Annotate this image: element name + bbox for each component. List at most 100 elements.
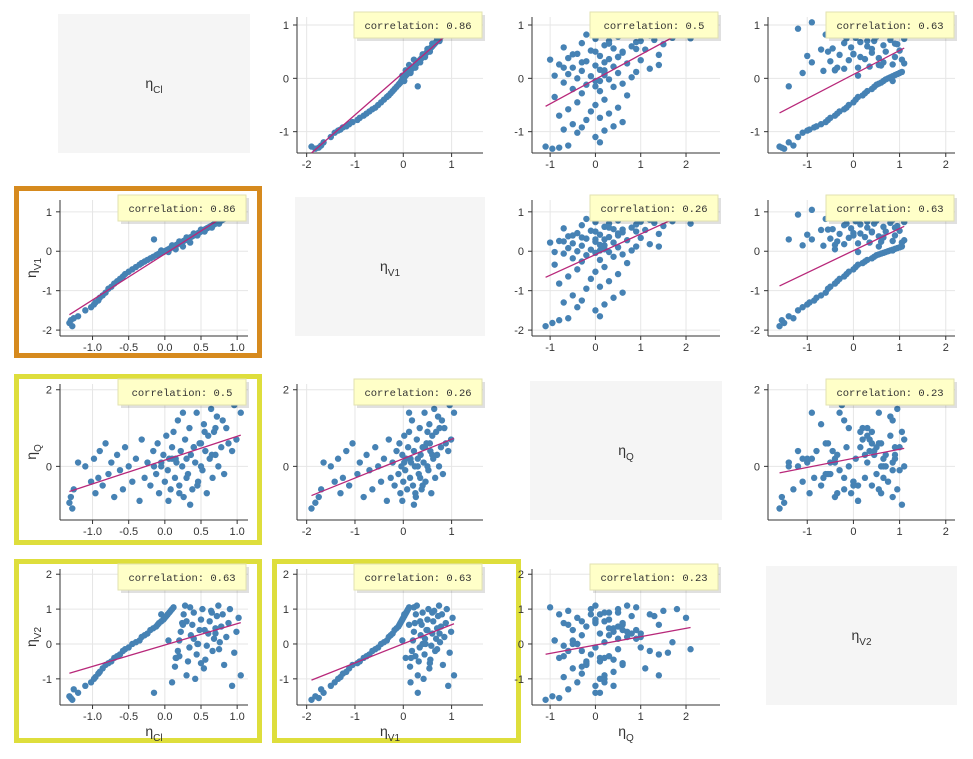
data-point [179, 409, 187, 416]
data-point [583, 116, 590, 124]
data-point [834, 489, 841, 497]
data-point [176, 482, 183, 489]
data-point [395, 470, 402, 478]
data-point [808, 409, 816, 416]
data-point [354, 470, 361, 478]
correlation-tooltip [353, 11, 483, 39]
data-point [542, 143, 549, 150]
x-tick-label: -0.5 [119, 342, 138, 354]
data-point [857, 221, 864, 228]
data-point [587, 47, 595, 54]
data-point [150, 236, 158, 243]
data-point [610, 682, 617, 690]
data-point [215, 602, 222, 609]
data-point [845, 57, 853, 64]
data-point [391, 482, 398, 489]
data-point [201, 428, 208, 436]
data-point [889, 493, 896, 501]
diagonal-box [295, 197, 485, 336]
data-point [410, 628, 418, 635]
data-point [836, 230, 843, 238]
data-point [565, 54, 572, 62]
data-point [560, 79, 567, 86]
y-tick-label: 0 [46, 246, 52, 258]
x-tick-label: -1 [350, 159, 360, 171]
data-point [596, 256, 604, 264]
x-tick-label: 0.0 [157, 342, 172, 354]
x-tick-label: -1 [350, 711, 360, 723]
data-point [95, 474, 102, 482]
data-point [610, 294, 617, 301]
x-tick-label: 0.5 [193, 342, 208, 354]
data-point [592, 602, 599, 609]
data-point [655, 651, 663, 658]
data-point [628, 74, 635, 81]
data-point [587, 605, 595, 613]
data-point [637, 57, 644, 64]
data-point [181, 602, 189, 609]
data-point [866, 436, 873, 443]
y-tick-label: 1 [754, 20, 760, 32]
data-point [212, 630, 219, 637]
data-point [794, 447, 802, 455]
x-tick-label: 1.0 [230, 342, 245, 354]
data-point [569, 51, 576, 58]
data-point [891, 40, 899, 47]
data-point [569, 640, 576, 648]
data-point [431, 474, 439, 482]
data-point [619, 80, 626, 87]
y-tick-label: -1 [42, 674, 52, 686]
data-point [111, 493, 118, 501]
data-point [414, 83, 421, 90]
correlation-tooltip [117, 378, 247, 406]
y-tick-label: 0 [754, 461, 760, 473]
data-point [416, 474, 424, 482]
data-point [785, 463, 792, 470]
data-point [840, 39, 848, 47]
data-point [193, 651, 200, 658]
data-point [216, 639, 223, 646]
data-point [778, 144, 786, 151]
y-tick-label: -1 [750, 286, 760, 298]
data-point [605, 224, 613, 231]
data-point [414, 463, 421, 470]
highlight-frame [272, 559, 521, 743]
data-point [578, 242, 586, 249]
x-tick-label: 0 [850, 526, 856, 538]
data-point [578, 618, 586, 625]
data-point [203, 642, 210, 649]
data-point [152, 470, 160, 478]
data-point [840, 65, 848, 72]
data-point [574, 248, 581, 255]
data-point [419, 482, 426, 489]
data-point [569, 240, 576, 247]
correlation-tooltip [353, 563, 483, 591]
data-point [790, 486, 797, 493]
data-point [199, 605, 206, 613]
data-point [605, 278, 613, 285]
data-point [419, 609, 426, 616]
data-point [854, 240, 862, 247]
data-point [209, 647, 216, 655]
data-point [901, 463, 908, 470]
data-point [105, 470, 112, 478]
data-point [405, 428, 413, 436]
data-point [806, 489, 813, 497]
y-tick-label: 0 [518, 246, 524, 258]
correlation-label: correlation: 0.5 [604, 21, 705, 33]
data-point [646, 65, 653, 72]
data-point [220, 470, 228, 478]
y-tick-label: 1 [46, 207, 52, 219]
data-point [592, 133, 599, 141]
data-point [808, 19, 816, 26]
correlation-tooltip [589, 194, 719, 222]
data-point [785, 236, 792, 243]
data-point [578, 234, 586, 241]
data-point [596, 689, 604, 696]
data-point [592, 83, 599, 90]
panel-V2-vs-V2: ηV2 [766, 566, 957, 705]
data-point [339, 474, 347, 482]
data-point [405, 409, 413, 416]
data-point [555, 280, 563, 287]
data-point [569, 64, 576, 71]
